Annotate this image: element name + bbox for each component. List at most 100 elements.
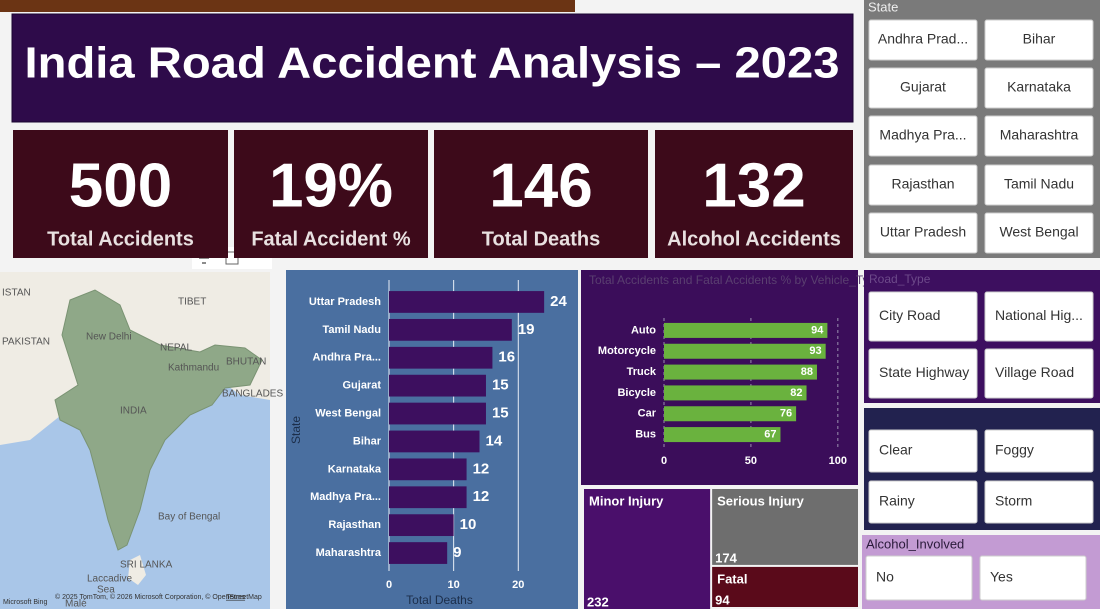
map-label: Laccadive (87, 574, 132, 585)
x-tick-label: 50 (745, 455, 757, 467)
y-tick-label: Bicycle (617, 387, 656, 399)
bar (664, 364, 817, 380)
slicer-button[interactable] (868, 212, 978, 254)
slicer-button[interactable] (984, 212, 1094, 254)
kpi-label: Total Deaths (482, 228, 601, 250)
slicer-button[interactable] (984, 164, 1094, 206)
slicer-option: Clear (879, 442, 913, 458)
slicer-button[interactable] (868, 291, 978, 342)
slicer-button[interactable] (868, 348, 978, 399)
map-label: Sea (97, 585, 115, 596)
title-box (11, 13, 854, 123)
map-attribution: © 2025 TomTom, © 2026 Microsoft Corporat… (55, 593, 262, 601)
bar (664, 385, 807, 401)
bar (389, 318, 512, 341)
map-logo: Microsoft Bing (3, 599, 47, 606)
y-tick-label: Bihar (353, 435, 382, 447)
bar (389, 542, 448, 564)
slicer-title: Alcohol_Involved (866, 536, 964, 551)
kpi-label: Fatal Accident % (251, 228, 411, 250)
map-label: SRI LANKA (120, 560, 173, 571)
slicer-button[interactable] (984, 480, 1094, 524)
kpi-card (434, 130, 648, 258)
tile-value: 232 (587, 594, 609, 609)
slicer-button[interactable] (984, 429, 1094, 473)
data-label: 94 (811, 324, 824, 336)
slicer-button[interactable] (984, 19, 1094, 61)
kpi-card (13, 130, 228, 258)
data-label: 82 (790, 387, 802, 399)
slicer-option: Bihar (1023, 31, 1056, 47)
y-tick-label: Andhra Pra... (313, 352, 381, 364)
x-tick-label: 20 (512, 579, 524, 591)
slicer-button[interactable] (868, 115, 978, 157)
bar (389, 458, 467, 481)
map-label: NEPAL (160, 343, 192, 354)
data-label: 12 (473, 460, 490, 477)
data-label: 14 (486, 432, 503, 449)
map-label: BANGLADES (222, 389, 283, 400)
slicer-button[interactable] (984, 291, 1094, 342)
bar (389, 514, 454, 537)
slicer-option: Foggy (995, 442, 1034, 458)
slicer-button[interactable] (868, 19, 978, 61)
treemap-tile (712, 489, 858, 565)
map-island (128, 555, 146, 585)
y-tick-label: Car (638, 408, 657, 420)
slicer-option: Rajasthan (891, 176, 954, 192)
vehicle-chart-title: Total Accidents and Fatal Accidents % by… (589, 273, 882, 287)
slicer-option: Village Road (995, 364, 1074, 380)
y-tick-label: Uttar Pradesh (309, 296, 381, 308)
tile-value: 174 (715, 550, 737, 565)
y-axis-title: State (289, 416, 303, 444)
kpi-label: Total Accidents (47, 228, 194, 250)
data-label: 10 (460, 516, 477, 533)
slicer-option: Rainy (879, 493, 915, 509)
data-label: 93 (809, 345, 821, 357)
kpi-value: 132 (702, 151, 805, 220)
data-label: 67 (764, 428, 776, 440)
slicer-button[interactable] (865, 555, 973, 601)
slicer-option: Gujarat (900, 79, 946, 95)
map-label: INDIA (120, 406, 147, 417)
map: ISTAN TIBET PAKISTAN New Delhi NEPAL Kat… (0, 272, 283, 609)
map-india (54, 289, 263, 551)
slicer-button[interactable] (984, 115, 1094, 157)
y-tick-label: Gujarat (342, 380, 381, 392)
slicer-option: Uttar Pradesh (880, 224, 966, 240)
top-strip (0, 0, 575, 12)
kpi-value: 19% (269, 151, 393, 220)
bar (664, 406, 797, 422)
y-tick-label: Bus (635, 428, 656, 440)
y-tick-label: West Bengal (315, 407, 381, 419)
slicer-option: West Bengal (999, 224, 1078, 240)
slicer-option: Storm (995, 493, 1032, 509)
slicer-button[interactable] (979, 555, 1087, 601)
slicer-button[interactable] (868, 429, 978, 473)
x-tick-label: 0 (661, 455, 667, 467)
treemap-tile (584, 489, 711, 609)
map-label: PAKISTAN (2, 337, 50, 348)
slicer-button[interactable] (984, 348, 1094, 399)
title: India Road Accident Analysis – 2023 (25, 39, 840, 88)
slicer-option: Tamil Nadu (1004, 176, 1074, 192)
slicer-button[interactable] (868, 67, 978, 109)
slicer-button[interactable] (868, 164, 978, 206)
map-label: ISTAN (2, 288, 31, 299)
map-terms[interactable]: Terms (226, 594, 246, 601)
data-label: 24 (550, 293, 567, 310)
bar (664, 322, 828, 338)
slicer-option: Andhra Prad... (878, 31, 968, 47)
map-label: TIBET (178, 297, 206, 308)
treemap-tile (712, 566, 858, 607)
kpi-card (655, 130, 853, 258)
bar (389, 430, 480, 453)
kpi-value: 146 (489, 151, 592, 220)
tile-label: Minor Injury (589, 493, 664, 508)
x-tick-label: 100 (829, 455, 847, 467)
data-label: 19 (518, 321, 535, 338)
slicer-button[interactable] (868, 480, 978, 524)
data-label: 9 (453, 544, 461, 561)
slicer-button[interactable] (984, 67, 1094, 109)
